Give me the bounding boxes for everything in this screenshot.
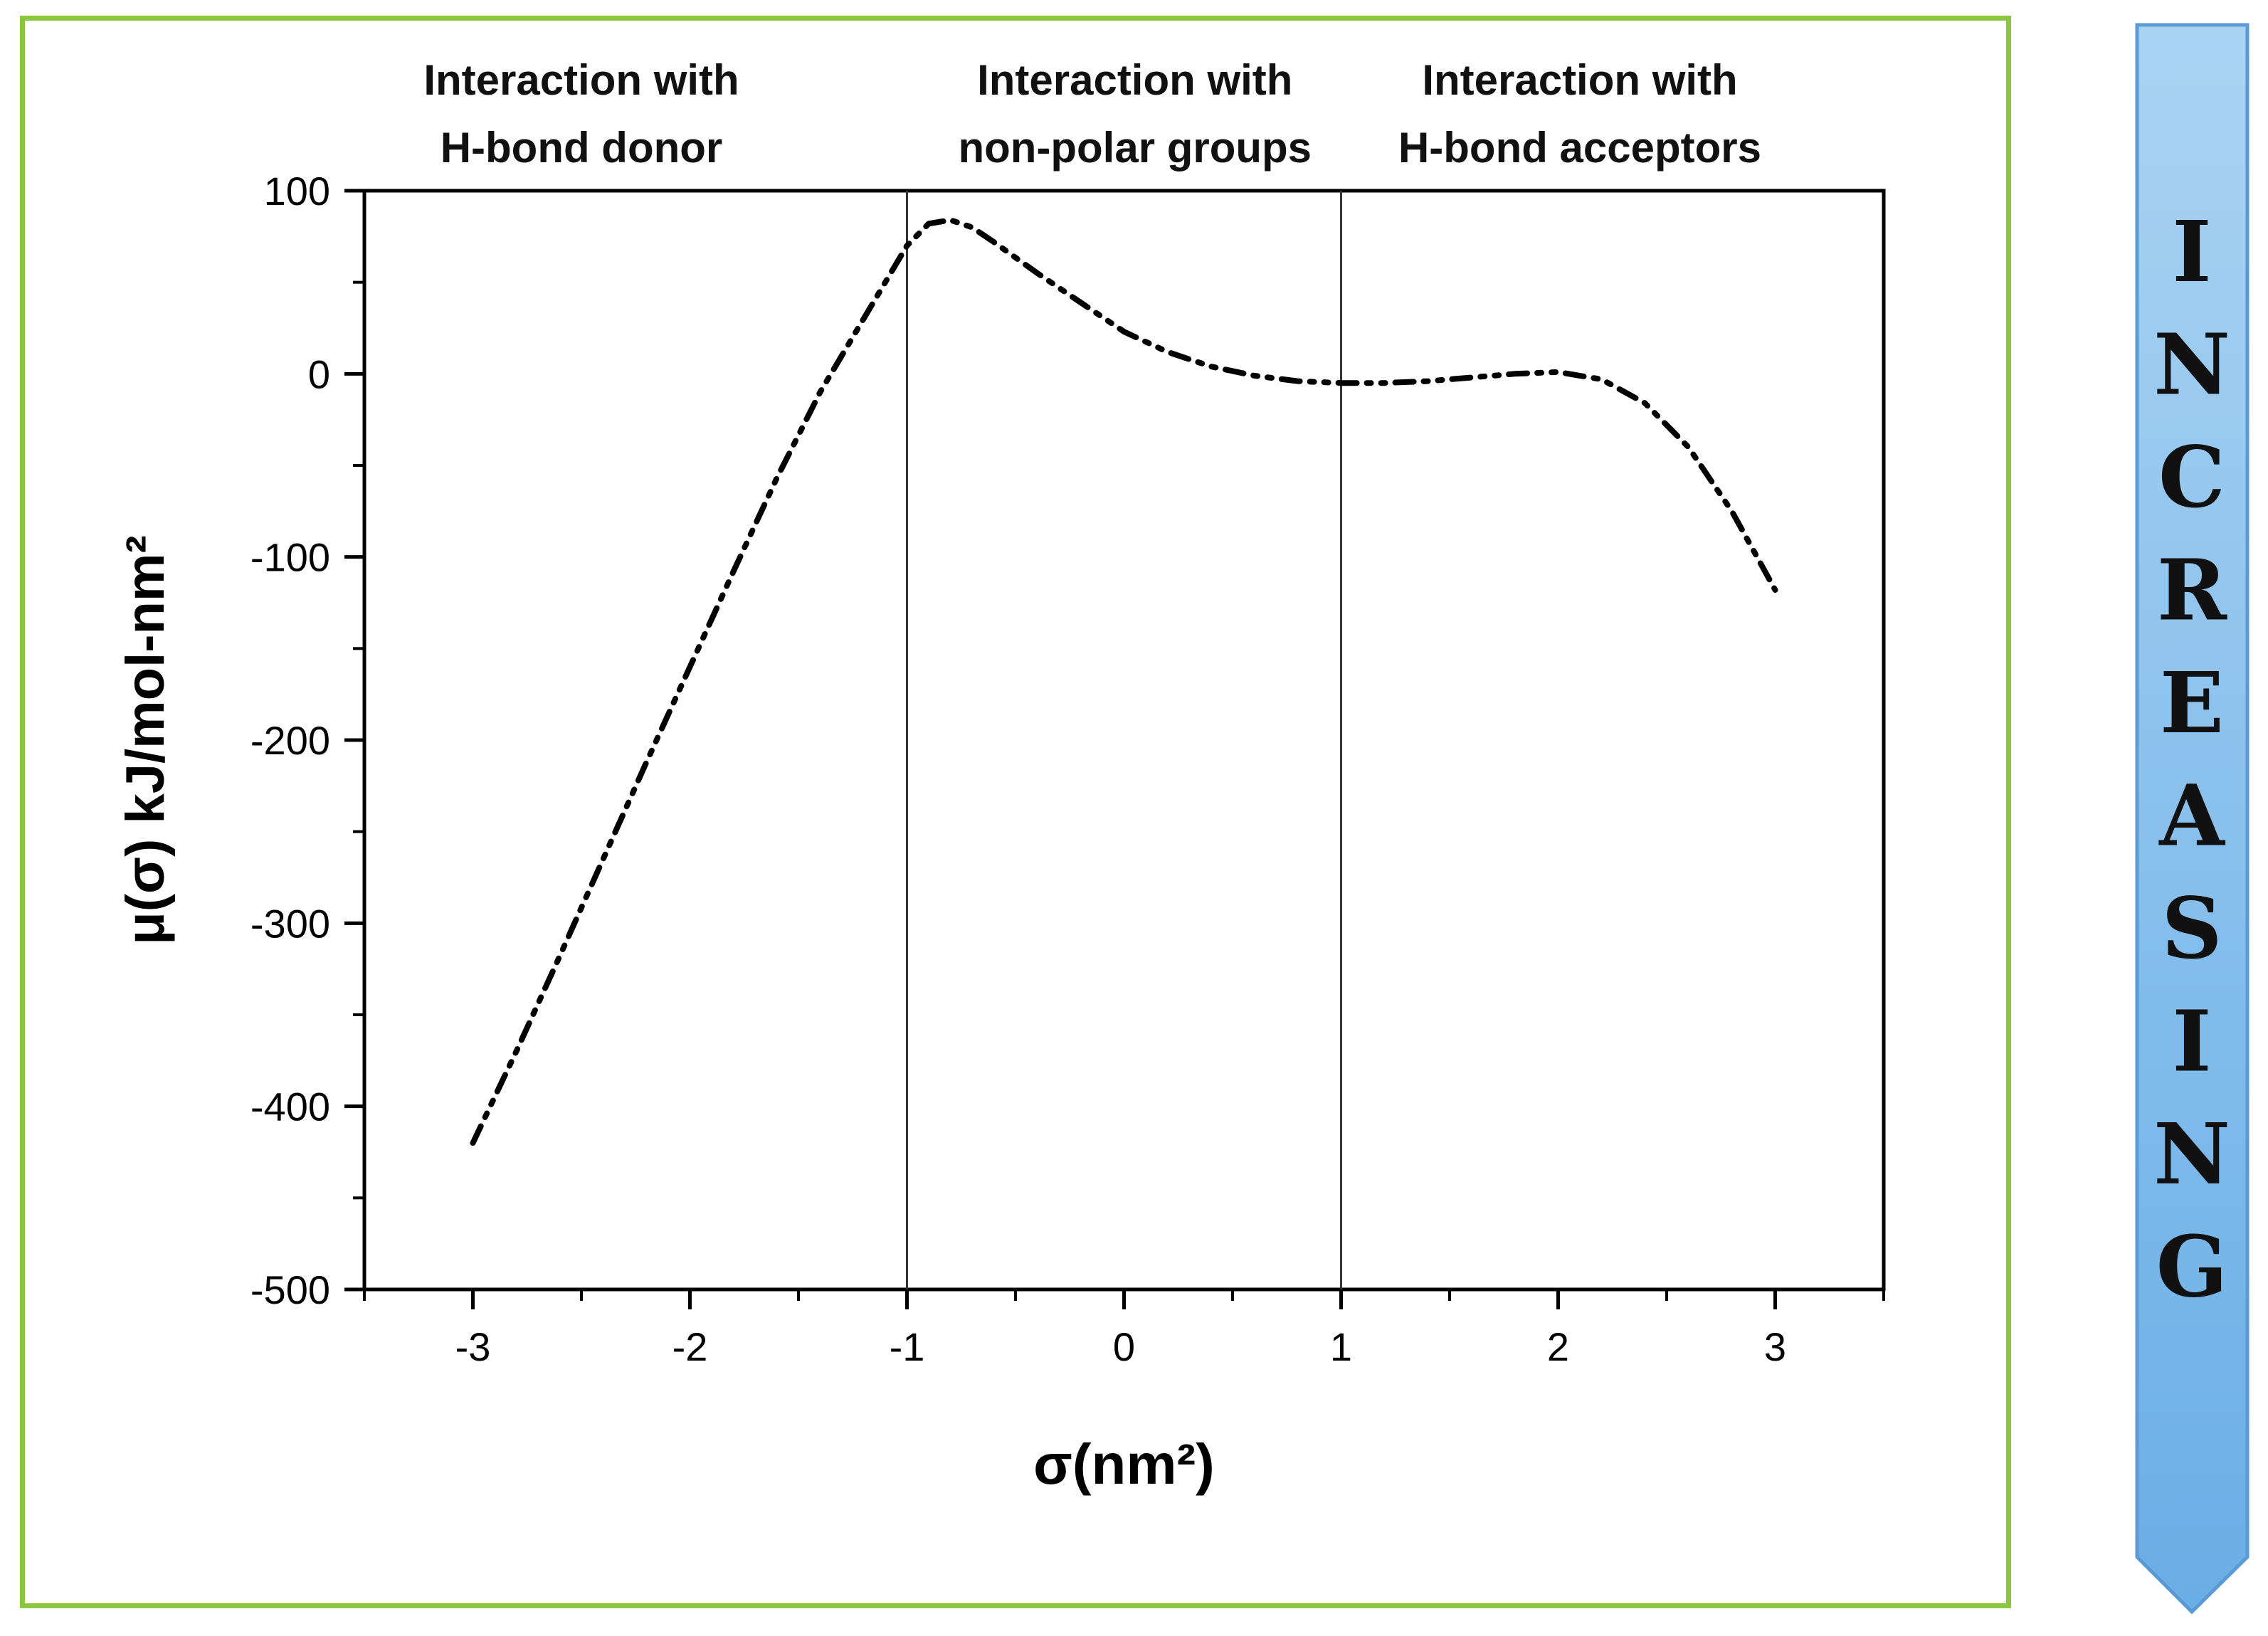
region-label-line2: H-bond acceptors (1398, 124, 1761, 171)
x-tick-label: -2 (673, 1324, 708, 1369)
region-label-line1: Interaction with (1422, 56, 1737, 104)
region-label-line2: non-polar groups (958, 124, 1312, 171)
y-tick-label: -400 (250, 1084, 330, 1129)
series-line (470, 217, 1778, 1146)
y-tick-label: -500 (250, 1267, 330, 1312)
x-tick-label: 2 (1547, 1324, 1569, 1369)
x-tick-label: 0 (1113, 1324, 1135, 1369)
x-tick-label: 1 (1330, 1324, 1352, 1369)
x-tick-label: -1 (890, 1324, 925, 1369)
y-tick-label: -100 (250, 535, 330, 580)
y-tick-label: -300 (250, 901, 330, 946)
y-tick-label: 0 (308, 352, 330, 396)
y-axis-label: μ(σ) kJ/mol-nm² (115, 535, 176, 945)
chart-frame (20, 16, 2011, 1608)
x-tick-label: -3 (455, 1324, 491, 1369)
x-axis-label: σ(nm²) (1033, 1432, 1215, 1496)
region-label-line1: Interaction with (977, 56, 1292, 104)
plot-area-border (362, 189, 1886, 1292)
y-tick-label: 100 (264, 169, 330, 213)
region-label-line2: H-bond donor (441, 124, 723, 171)
region-label-line1: Interaction with (423, 56, 739, 104)
y-tick-label: -200 (250, 718, 330, 763)
x-tick-label: 3 (1764, 1324, 1786, 1369)
